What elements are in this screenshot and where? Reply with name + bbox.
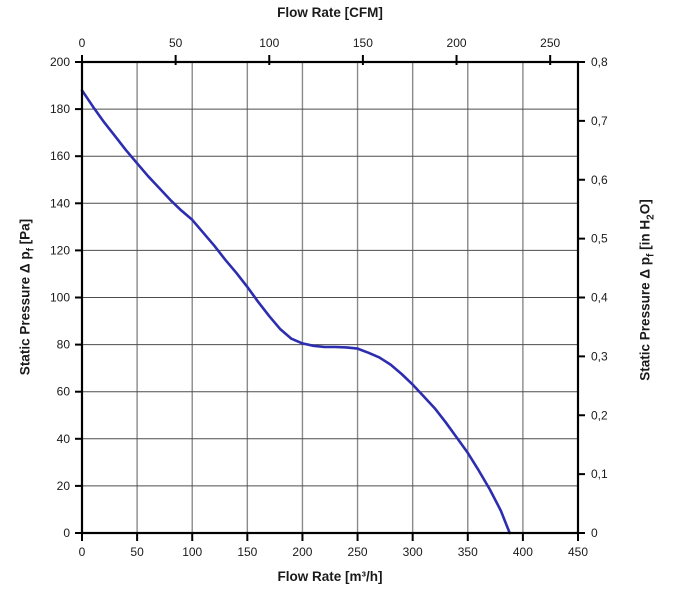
left-axis-tick-label: 20: [57, 479, 71, 493]
top-axis-title-text: Flow Rate [CFM]: [277, 5, 383, 20]
top-axis-tick-label: 200: [447, 36, 467, 50]
right-axis-title-sub: f: [645, 253, 657, 257]
pressure-curve: [80, 89, 511, 535]
left-axis-tick-label: 80: [57, 338, 71, 352]
top-axis-tick-label: 150: [353, 36, 373, 50]
right-axis-tick-label: 0,8: [591, 55, 608, 69]
right-axis-tick-label: 0: [591, 526, 598, 540]
bottom-axis-tick-label: 250: [348, 545, 368, 559]
left-axis-tick-label: 100: [50, 291, 70, 305]
left-axis-tick-label: 40: [57, 432, 71, 446]
bottom-axis-tick-label: 0: [79, 545, 86, 559]
left-axis-tick-label: 140: [50, 196, 70, 210]
right-axis-title: Static Pressure Δ pf [in H2O]: [638, 199, 657, 380]
bottom-axis-tick-label: 100: [182, 545, 202, 559]
bottom-axis-tick-label: 200: [292, 545, 312, 559]
left-axis-tick-label: 60: [57, 385, 71, 399]
right-axis-tick-label: 0,7: [591, 114, 608, 128]
right-axis-title-text: Static Pressure Δ p: [637, 256, 653, 381]
left-axis-tick-label: 200: [50, 55, 70, 69]
top-axis-tick-label: 50: [169, 36, 183, 50]
top-axis-title: Flow Rate [CFM]: [82, 5, 578, 20]
right-axis-tick-label: 0,1: [591, 467, 608, 481]
right-axis-tick-label: 0,2: [591, 408, 608, 422]
right-axis-tick-label: 0,3: [591, 349, 608, 363]
top-axis-tick-label: 0: [79, 36, 86, 50]
left-axis-tick-label: 120: [50, 243, 70, 257]
left-axis-title: Static Pressure Δ pf [Pa]: [18, 219, 37, 375]
bottom-axis-tick-label: 350: [458, 545, 478, 559]
right-axis-title-unit-end: O]: [637, 199, 653, 215]
top-axis-tick-label: 100: [259, 36, 279, 50]
left-axis-title-unit: [Pa]: [17, 218, 33, 249]
left-axis-tick-label: 160: [50, 149, 70, 163]
bottom-axis-tick-label: 450: [568, 545, 588, 559]
right-axis-title-unit-sub: 2: [645, 214, 657, 220]
bottom-axis-tick-label: 150: [237, 545, 257, 559]
left-axis-tick-label: 0: [63, 526, 70, 540]
bottom-axis-tick-label: 400: [513, 545, 533, 559]
left-axis-tick-label: 180: [50, 102, 70, 116]
left-axis-title-sub: f: [25, 248, 37, 252]
right-axis-tick-label: 0,6: [591, 173, 608, 187]
left-axis-title-text: Static Pressure Δ p: [17, 251, 33, 376]
right-axis-tick-label: 0,4: [591, 291, 608, 305]
top-axis-tick-label: 250: [540, 36, 560, 50]
bottom-axis-tick-label: 50: [130, 545, 144, 559]
bottom-axis-title-text: Flow Rate [m³/h]: [277, 569, 383, 584]
bottom-axis-tick-label: 300: [403, 545, 423, 559]
right-axis-tick-label: 0,5: [591, 232, 608, 246]
bottom-axis-title: Flow Rate [m³/h]: [82, 569, 578, 584]
right-axis-title-unit: [in H: [637, 219, 653, 254]
